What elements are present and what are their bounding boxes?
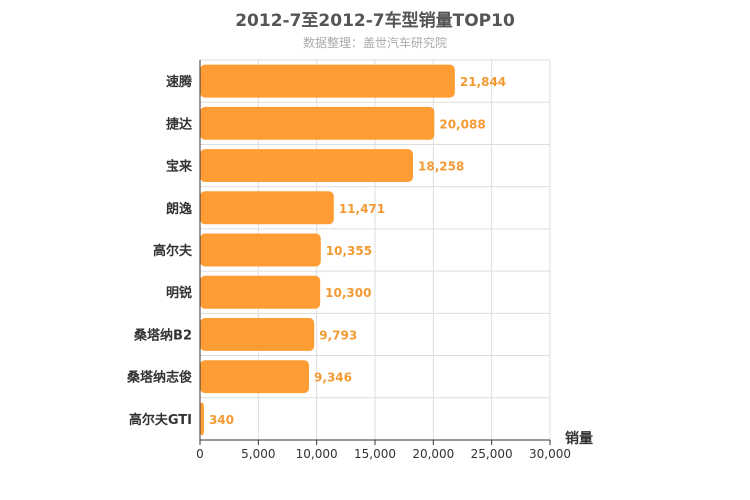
data-label: 9,346	[314, 371, 352, 385]
bar[interactable]	[200, 106, 435, 140]
data-label: 11,471	[339, 202, 385, 216]
grid-lines	[200, 59, 551, 441]
category-label: 速腾	[166, 74, 193, 90]
data-label: 9,793	[319, 328, 357, 342]
category-label: 高尔夫	[153, 243, 193, 259]
x-tick-label: 0	[196, 447, 204, 461]
data-label: 18,258	[418, 160, 464, 174]
bar[interactable]	[200, 360, 310, 394]
bar[interactable]	[200, 275, 321, 309]
category-label: 桑塔纳B2	[133, 327, 192, 343]
data-label: 340	[209, 413, 234, 427]
data-label: 21,844	[460, 75, 506, 89]
x-tick-label: 15,000	[354, 447, 396, 461]
bar[interactable]	[200, 402, 204, 436]
category-label: 朗逸	[166, 201, 192, 217]
bar[interactable]	[200, 149, 414, 183]
bars	[200, 64, 455, 436]
bar[interactable]	[200, 64, 455, 98]
chart-title: 2012-7至2012-7车型销量TOP10	[235, 11, 515, 31]
labels: 0 5,000 10,000 15,000 20,000 25,000 30,000 速腾 21…	[126, 74, 571, 461]
category-label: 捷达	[166, 116, 192, 132]
x-tick-label: 5,000	[241, 447, 275, 461]
x-tick-label: 20,000	[412, 447, 454, 461]
bar[interactable]	[200, 317, 315, 351]
x-tick-label: 10,000	[296, 447, 338, 461]
category-label: 明锐	[166, 285, 192, 301]
x-tick-label: 30,000	[529, 447, 571, 461]
category-label: 桑塔纳志俊	[126, 370, 192, 386]
bar[interactable]	[200, 233, 321, 267]
data-label: 20,088	[439, 117, 485, 131]
chart-subtitle: 数据整理：盖世汽车研究院	[302, 36, 447, 50]
data-label: 10,355	[326, 244, 372, 258]
axes	[199, 60, 551, 445]
x-tick-label: 25,000	[471, 447, 513, 461]
x-axis-title: 销量	[565, 430, 593, 447]
bar[interactable]	[200, 191, 334, 225]
data-label: 10,300	[325, 286, 371, 300]
category-label: 宝来	[166, 159, 193, 175]
category-label: 高尔夫GTI	[129, 412, 192, 428]
